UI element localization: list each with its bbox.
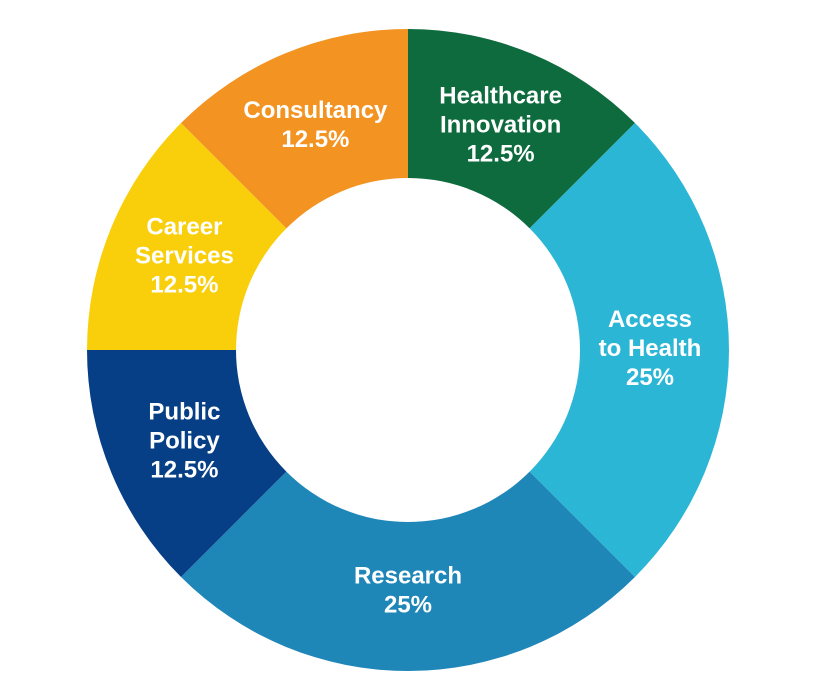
label-line: Innovation bbox=[440, 112, 561, 139]
value-label: 25% bbox=[384, 592, 432, 619]
donut-segment bbox=[181, 29, 408, 229]
value-label: 12.5% bbox=[281, 126, 349, 153]
segment-label: Consultancy 12.5% bbox=[243, 97, 388, 153]
label-line: Services bbox=[135, 243, 234, 270]
label-line: to Health bbox=[599, 335, 702, 362]
label-line: Healthcare bbox=[439, 83, 562, 110]
label-line: Career bbox=[146, 214, 222, 241]
label-line: Public bbox=[148, 399, 220, 426]
segment-label: Public Policy 12.5% bbox=[148, 399, 220, 484]
value-label: 25% bbox=[626, 364, 674, 391]
donut-segment bbox=[87, 350, 287, 577]
segment-label: Research 25% bbox=[354, 563, 462, 619]
value-label: 12.5% bbox=[150, 272, 218, 299]
label-line: Policy bbox=[149, 428, 220, 455]
donut-segment bbox=[181, 471, 635, 671]
segment-label: Healthcare Innovation 12.5% bbox=[439, 83, 562, 168]
value-label: 12.5% bbox=[467, 141, 535, 168]
segment-label: Career Services 12.5% bbox=[135, 214, 234, 299]
segment-label: Access to Health 25% bbox=[599, 306, 702, 391]
label-line: Consultancy bbox=[243, 97, 388, 124]
donut-segment bbox=[87, 123, 287, 350]
label-line: Research bbox=[354, 563, 462, 590]
donut-segment bbox=[408, 29, 635, 229]
donut-segment bbox=[529, 123, 729, 577]
value-label: 12.5% bbox=[150, 457, 218, 484]
label-line: Access bbox=[608, 306, 692, 333]
